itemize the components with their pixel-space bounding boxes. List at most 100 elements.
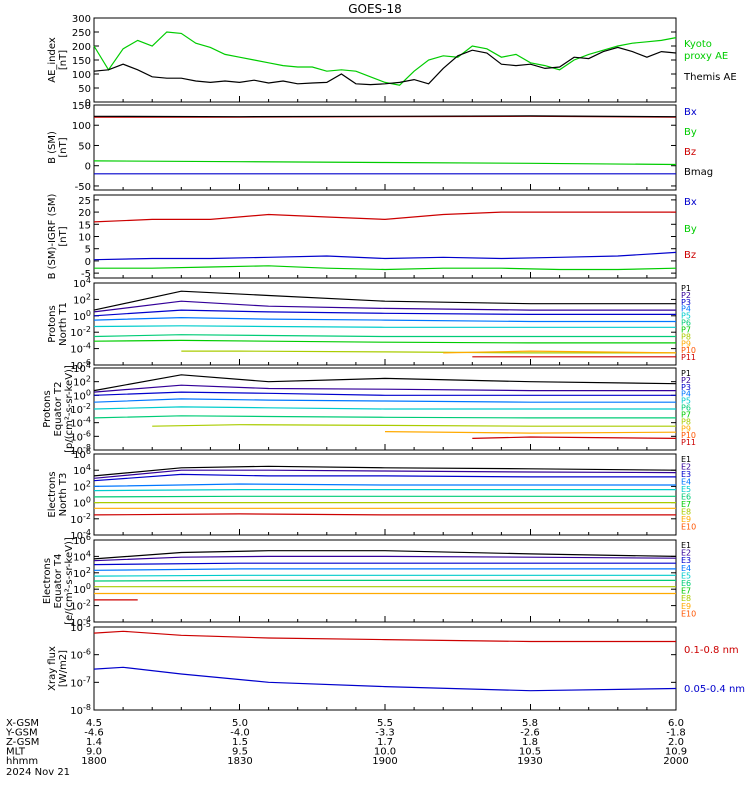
footer-value: 1.7 [377, 737, 393, 748]
panel-frame [93, 17, 677, 103]
y-tick-label: 100 [73, 582, 91, 596]
series-line-1 [93, 374, 677, 392]
y-tick-label: 104 [73, 276, 91, 290]
legend-bmag: Bmag [684, 167, 713, 178]
y-tick-label: 150 [72, 101, 91, 112]
y-tick-label: 10-2 [70, 599, 91, 613]
footer-row-label: Y-GSM [5, 728, 38, 739]
y-tick-label: 200 [72, 42, 91, 53]
y-tick-label: 104 [73, 361, 91, 375]
footer-value: -3.3 [375, 728, 395, 739]
y-tick-label: 102 [73, 375, 91, 389]
channel-label: P6 [681, 319, 691, 328]
legend-by: By [684, 224, 697, 235]
y-tick-label: 0 [85, 162, 91, 173]
y-tick-label: 10-6 [70, 358, 91, 372]
series-line-1 [93, 290, 676, 311]
y-axis-label: B (SM)[nT] [47, 131, 69, 164]
y-tick-label: 10-8 [70, 703, 91, 717]
y-tick-label: 10-6 [70, 429, 91, 443]
channel-label: E9 [681, 515, 691, 524]
series-line-4 [93, 115, 677, 118]
channel-label: P8 [681, 417, 691, 426]
channel-label: P11 [681, 353, 696, 362]
series-line-2 [94, 265, 677, 271]
panel-frame [93, 453, 677, 536]
channel-label: P3 [681, 298, 691, 307]
channel-label: E10 [681, 609, 696, 618]
footer-value: 10.9 [665, 747, 687, 758]
series-line-6 [93, 334, 676, 338]
legend-by: By [684, 127, 697, 138]
channel-label: P5 [681, 397, 691, 406]
channel-label: E1 [681, 541, 691, 550]
series-line-6 [93, 415, 676, 419]
footer-value: 1.8 [522, 737, 538, 748]
channel-label: P6 [681, 404, 691, 413]
legend-themis-ae: Themis AE [683, 72, 737, 83]
channel-label: P4 [681, 390, 691, 399]
y-tick-label: 250 [72, 28, 91, 39]
y-tick-label: 50 [78, 141, 91, 152]
series-line-6 [93, 495, 676, 498]
footer-value: 1900 [372, 756, 397, 767]
footer-value: 9.5 [232, 747, 248, 758]
y-tick-label: 300 [72, 14, 91, 25]
channel-label: E3 [681, 470, 691, 479]
channel-label: P2 [681, 376, 691, 385]
y-tick-label: 104 [73, 549, 91, 563]
y-tick-label: 106 [73, 447, 91, 461]
footer-value: 5.5 [377, 718, 393, 729]
y-tick-label: 0 [85, 257, 91, 268]
y-tick-label: 10-5 [70, 620, 91, 634]
series-line-3 [93, 562, 676, 566]
series-line-5 [93, 489, 676, 492]
series-line-3 [93, 211, 676, 223]
footer-value: 9.0 [86, 747, 102, 758]
y-tick-label: 10-2 [70, 402, 91, 416]
channel-label: P10 [681, 431, 696, 440]
series-line-8 [181, 350, 676, 354]
y-tick-label: -50 [75, 182, 91, 193]
channel-label: E8 [681, 594, 691, 603]
panel-frame [93, 194, 677, 279]
channel-label: E2 [681, 463, 691, 472]
legend-bx: Bx [684, 107, 697, 118]
channel-label: E4 [681, 564, 691, 573]
series-line-5 [93, 574, 676, 577]
series-line-9 [443, 350, 677, 354]
channel-label: P8 [681, 332, 691, 341]
channel-label: P10 [681, 346, 696, 355]
y-tick-label: 102 [73, 566, 91, 580]
y-tick-label: 10-4 [70, 342, 91, 356]
legend-xray-1: 0.1-0.8 nm [684, 645, 739, 656]
y-tick-label: 100 [73, 496, 91, 510]
channel-label: E7 [681, 587, 691, 596]
y-tick-label: 102 [73, 479, 91, 493]
series-line-1 [93, 630, 676, 643]
series-line-3 [93, 309, 676, 317]
footer: 2024 Nov 21 X-GSM 4.5 5.0 5.5 5.8 6.0 Y-GSM -4.… [5, 718, 689, 778]
channel-label: P7 [681, 325, 691, 334]
footer-value: 2000 [663, 756, 688, 767]
footer-value: 1800 [81, 756, 106, 767]
channel-label: P3 [681, 383, 691, 392]
channel-label: E5 [681, 485, 691, 494]
series-line-2 [93, 160, 677, 166]
series-line-5 [93, 325, 676, 328]
y-axis-label: B (SM)-IGRF (SM)[nT] [47, 194, 69, 280]
footer-value: 4.5 [86, 718, 102, 729]
series-line-4 [93, 398, 676, 403]
legend-bz: Bz [684, 250, 696, 261]
series-line-9 [472, 436, 677, 439]
series-line-1 [93, 251, 677, 261]
footer-value: 6.0 [668, 718, 684, 729]
panel-frame [93, 104, 677, 191]
footer-value: 10.5 [519, 747, 541, 758]
footer-row-label: X-GSM [6, 718, 39, 729]
series-line-4 [93, 483, 676, 487]
